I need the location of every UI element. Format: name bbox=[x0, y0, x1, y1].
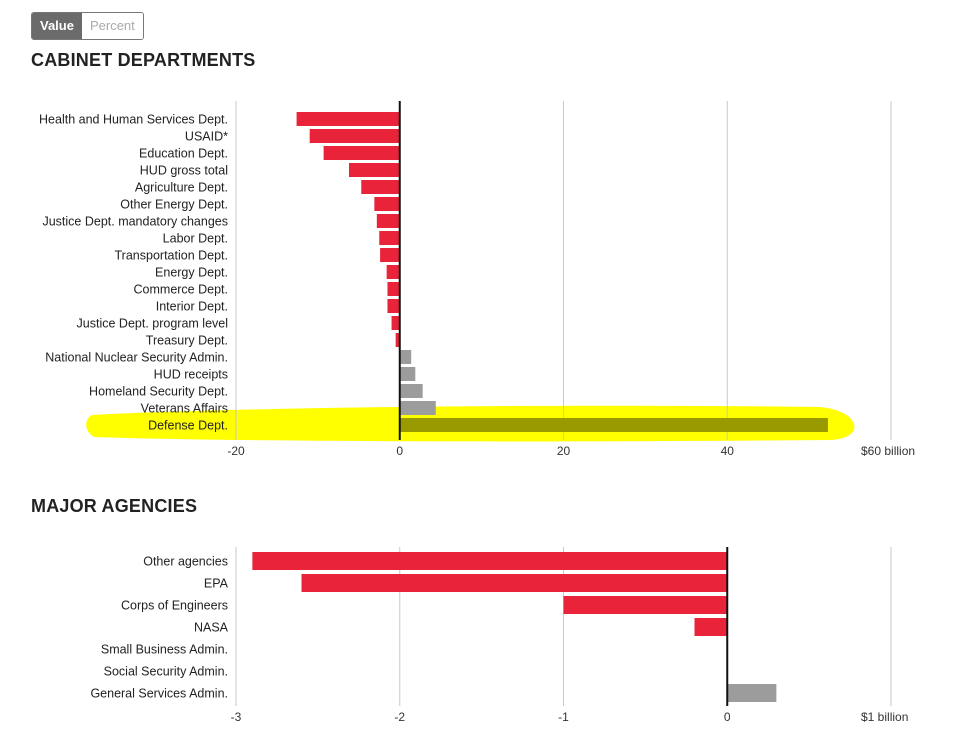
cabinet-bar bbox=[380, 248, 400, 262]
cabinet-bar bbox=[387, 282, 400, 296]
cabinet-bar bbox=[374, 197, 400, 211]
cabinet-tick-label: $60 billion bbox=[861, 444, 915, 458]
cabinet-category-label: Justice Dept. program level bbox=[77, 317, 228, 331]
cabinet-tick-label: 40 bbox=[721, 444, 735, 458]
agencies-tick-label: -1 bbox=[558, 710, 569, 724]
agencies-tick-label: $1 billion bbox=[861, 710, 908, 724]
cabinet-category-label: Education Dept. bbox=[139, 147, 228, 161]
cabinet-category-label: USAID* bbox=[185, 130, 228, 144]
cabinet-bar bbox=[399, 384, 423, 398]
cabinet-category-label: Justice Dept. mandatory changes bbox=[42, 215, 228, 229]
value-percent-toggle: Value Percent bbox=[31, 12, 144, 40]
cabinet-category-label: National Nuclear Security Admin. bbox=[45, 351, 228, 365]
cabinet-category-label: Defense Dept. bbox=[148, 419, 228, 433]
cabinet-category-label: Health and Human Services Dept. bbox=[39, 113, 228, 127]
agencies-tick-label: 0 bbox=[724, 710, 731, 724]
cabinet-category-label: Treasury Dept. bbox=[146, 334, 228, 348]
cabinet-category-label: Other Energy Dept. bbox=[120, 198, 228, 212]
cabinet-bar bbox=[387, 299, 400, 313]
cabinet-bar bbox=[361, 180, 400, 194]
cabinet-category-label: HUD receipts bbox=[154, 368, 228, 382]
agencies-bar bbox=[563, 596, 728, 614]
cabinet-bar bbox=[399, 401, 436, 415]
cabinet-tick-label: 20 bbox=[557, 444, 571, 458]
cabinet-category-label: Transportation Dept. bbox=[115, 249, 228, 263]
cabinet-category-label: Commerce Dept. bbox=[134, 283, 228, 297]
agencies-category-label: Small Business Admin. bbox=[101, 643, 228, 657]
cabinet-category-label: Energy Dept. bbox=[155, 266, 228, 280]
agencies-bar bbox=[727, 684, 777, 702]
agencies-tick-label: -2 bbox=[394, 710, 405, 724]
cabinet-bar bbox=[395, 333, 400, 347]
major-agencies-title: MAJOR AGENCIES bbox=[31, 496, 198, 516]
cabinet-bar bbox=[296, 112, 400, 126]
agencies-bar bbox=[252, 552, 728, 570]
cabinet-bar bbox=[309, 129, 400, 143]
cabinet-tick-label: 0 bbox=[396, 444, 403, 458]
cabinet-departments-title: CABINET DEPARTMENTS bbox=[31, 50, 256, 70]
cabinet-category-label: HUD gross total bbox=[140, 164, 228, 178]
cabinet-category-label: Agriculture Dept. bbox=[135, 181, 228, 195]
agencies-category-label: Corps of Engineers bbox=[121, 599, 228, 613]
cabinet-bar bbox=[386, 265, 400, 279]
cabinet-bar bbox=[399, 350, 412, 364]
cabinet-tick-label: -20 bbox=[227, 444, 245, 458]
agencies-tick-label: -3 bbox=[231, 710, 242, 724]
cabinet-bar bbox=[348, 163, 400, 177]
cabinet-bar bbox=[391, 316, 400, 330]
value-toggle-button[interactable]: Value bbox=[32, 13, 82, 39]
percent-toggle-button[interactable]: Percent bbox=[81, 13, 143, 39]
agencies-bar bbox=[694, 618, 728, 636]
cabinet-category-label: Interior Dept. bbox=[156, 300, 228, 314]
agencies-bar bbox=[301, 574, 728, 592]
cabinet-bar bbox=[379, 231, 400, 245]
cabinet-bar bbox=[323, 146, 400, 160]
cabinet-bar bbox=[376, 214, 400, 228]
cabinet-category-label: Homeland Security Dept. bbox=[89, 385, 228, 399]
agencies-category-label: General Services Admin. bbox=[90, 687, 228, 701]
agencies-category-label: NASA bbox=[194, 621, 229, 635]
agencies-category-label: Other agencies bbox=[143, 555, 228, 569]
agencies-category-label: Social Security Admin. bbox=[104, 665, 228, 679]
cabinet-bar bbox=[399, 367, 416, 381]
cabinet-bar bbox=[399, 418, 828, 432]
agencies-category-label: EPA bbox=[204, 577, 229, 591]
cabinet-category-label: Labor Dept. bbox=[163, 232, 228, 246]
cabinet-category-label: Veterans Affairs bbox=[141, 402, 228, 416]
